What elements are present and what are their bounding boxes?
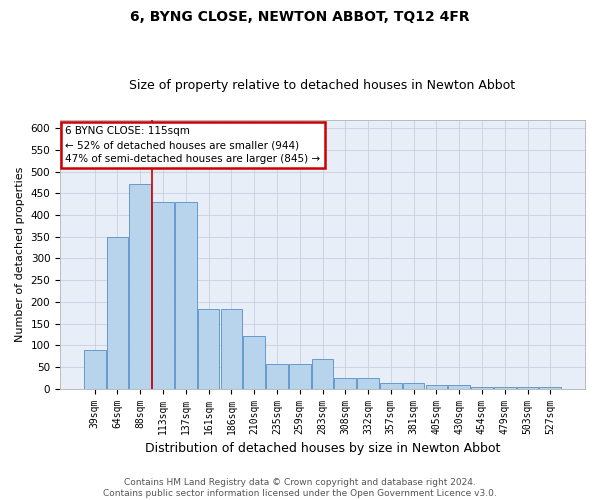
Text: 6 BYNG CLOSE: 115sqm
← 52% of detached houses are smaller (944)
47% of semi-deta: 6 BYNG CLOSE: 115sqm ← 52% of detached h…: [65, 126, 320, 164]
Bar: [244, 336, 265, 388]
Bar: [175, 202, 197, 388]
Bar: [221, 309, 242, 388]
Bar: [425, 385, 447, 388]
Bar: [311, 359, 334, 388]
Bar: [517, 386, 538, 388]
Bar: [494, 386, 515, 388]
Bar: [198, 309, 220, 388]
Bar: [471, 386, 493, 388]
Bar: [152, 202, 174, 388]
Bar: [289, 364, 311, 388]
Bar: [130, 184, 151, 388]
Bar: [403, 384, 424, 388]
Bar: [334, 378, 356, 388]
Bar: [266, 364, 288, 388]
Bar: [107, 237, 128, 388]
Text: Contains HM Land Registry data © Crown copyright and database right 2024.
Contai: Contains HM Land Registry data © Crown c…: [103, 478, 497, 498]
Bar: [539, 386, 561, 388]
Bar: [84, 350, 106, 389]
Bar: [380, 384, 401, 388]
Y-axis label: Number of detached properties: Number of detached properties: [15, 166, 25, 342]
Bar: [357, 378, 379, 388]
X-axis label: Distribution of detached houses by size in Newton Abbot: Distribution of detached houses by size …: [145, 442, 500, 455]
Title: Size of property relative to detached houses in Newton Abbot: Size of property relative to detached ho…: [130, 79, 515, 92]
Text: 6, BYNG CLOSE, NEWTON ABBOT, TQ12 4FR: 6, BYNG CLOSE, NEWTON ABBOT, TQ12 4FR: [130, 10, 470, 24]
Bar: [448, 385, 470, 388]
